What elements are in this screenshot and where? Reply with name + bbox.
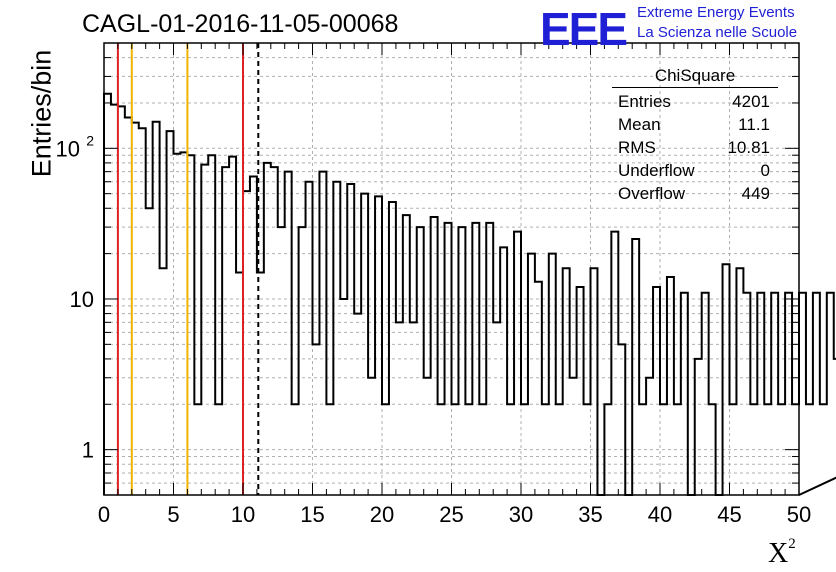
stats-title: ChiSquare — [612, 66, 778, 88]
y-axis-label: Entries/bin — [26, 49, 57, 178]
x-tick-label: 25 — [439, 502, 463, 527]
x-axis-label-sup: 2 — [788, 536, 796, 552]
axis-layer: 0 5 10 15 20 25 30 35 40 45 50 1 10 10 2 — [56, 42, 811, 527]
eee-logo: EEE — [540, 3, 628, 55]
x-tick-label: 50 — [787, 502, 811, 527]
x-axis-label-main: X — [768, 538, 789, 569]
stats-row-underflow: Underflow 0 — [612, 159, 778, 182]
y-tick-label: 10 — [70, 287, 94, 312]
logo-line-2: La Scienza nelle Scuole — [637, 24, 798, 41]
vertical-lines-layer — [116, 43, 260, 495]
x-tick-label: 30 — [509, 502, 533, 527]
y-tick-label-sup: 2 — [86, 132, 94, 148]
stats-value: 0 — [760, 161, 770, 180]
logo-line-1: Extreme Energy Events — [637, 4, 795, 21]
grid-layer — [104, 42, 799, 496]
stats-row-mean: Mean 11.1 — [612, 113, 778, 136]
x-tick-label: 10 — [231, 502, 255, 527]
x-tick-label: 5 — [167, 502, 179, 527]
stats-row-overflow: Overflow 449 — [612, 182, 778, 205]
stats-label: Overflow — [618, 184, 686, 203]
x-tick-label: 35 — [578, 502, 602, 527]
stats-row-rms: RMS 10.81 — [612, 136, 778, 159]
y-tick-label: 10 — [56, 136, 80, 161]
stats-value: 4201 — [732, 92, 770, 111]
x-tick-label: 0 — [98, 502, 110, 527]
x-tick-label: 40 — [648, 502, 672, 527]
stats-value: 11.1 — [738, 115, 770, 134]
stats-label: RMS — [618, 138, 656, 157]
y-tick-label: 1 — [82, 438, 94, 463]
x-tick-label: 20 — [370, 502, 394, 527]
x-tick-label: 45 — [717, 502, 741, 527]
stats-rows: Entries 4201 Mean 11.1 RMS 10.81 Underflow 0 Ove… — [612, 90, 778, 205]
histogram-layer — [103, 92, 836, 496]
stats-label: Entries — [618, 92, 671, 111]
stats-label: Underflow — [618, 161, 695, 180]
histogram-bars — [103, 92, 836, 496]
x-axis-label: X2 — [768, 536, 796, 570]
stats-value: 10.81 — [727, 138, 770, 157]
stats-row-entries: Entries 4201 — [612, 90, 778, 113]
stats-box: ChiSquare Entries 4201 Mean 11.1 RMS 10.81 Und… — [612, 66, 778, 205]
chart-title: CAGL-01-2016-11-05-00068 — [82, 10, 399, 38]
stats-value: 449 — [741, 184, 770, 203]
x-tick-label: 15 — [300, 502, 324, 527]
stats-label: Mean — [618, 115, 661, 134]
